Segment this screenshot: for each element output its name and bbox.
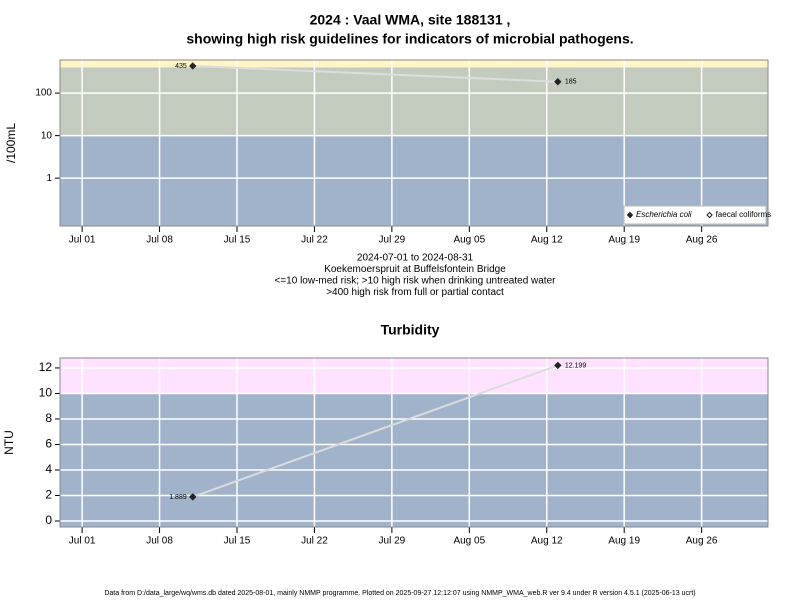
plot-border [59, 59, 769, 227]
x-tick-label: Jul 15 [224, 235, 251, 246]
x-tick-label: Aug 05 [453, 536, 485, 547]
x-tick-label: Aug 19 [608, 235, 640, 246]
x-tick-label: Jul 29 [379, 536, 406, 547]
chart-title: 2024 : Vaal WMA, site 188131 , [310, 12, 511, 28]
data-label: 12.199 [565, 362, 587, 369]
data-point [554, 78, 562, 86]
y-tick-label: 10 [41, 130, 53, 141]
y-tick-label: 2 [45, 488, 52, 502]
data-point [189, 62, 197, 70]
x-tick-label: Jul 29 [379, 235, 406, 246]
risk-band [60, 358, 768, 394]
x-tick-label: Jul 01 [69, 536, 96, 547]
y-tick-label: 1 [46, 173, 52, 184]
legend-marker [626, 211, 634, 219]
y-tick-label: 4 [45, 462, 52, 476]
footer: Data from D:/data_large/wq/wms.db dated … [104, 590, 695, 597]
risk-band [60, 393, 768, 527]
x-tick-label: Aug 05 [453, 235, 485, 246]
data-label: 185 [565, 79, 577, 86]
x-tick-label: Jul 22 [301, 536, 328, 547]
y-axis-label: /100mL [4, 123, 18, 163]
x-tick-label: Jul 22 [301, 235, 328, 246]
x-tick-label: Jul 08 [146, 235, 173, 246]
legend-marker [706, 211, 713, 219]
y-tick-label: 8 [45, 411, 52, 425]
plot-border [59, 357, 769, 528]
data-point [554, 361, 562, 370]
legend-label: Escherichia coli [636, 210, 692, 219]
x-tick-label: Jul 08 [146, 536, 173, 547]
y-tick-label: 6 [45, 437, 52, 451]
x-tick-label: Jul 15 [224, 536, 251, 547]
chart-note: 2024-07-01 to 2024-08-31 [357, 253, 474, 264]
y-tick-label: 12 [39, 360, 53, 374]
y-axis-label: NTU [2, 430, 16, 455]
y-tick-label: 100 [35, 88, 52, 99]
x-tick-label: Aug 26 [686, 536, 718, 547]
data-point [189, 493, 197, 501]
chart-note: >400 high risk from full or partial cont… [326, 287, 504, 298]
x-tick-label: Aug 26 [686, 235, 718, 246]
x-tick-label: Aug 12 [531, 235, 563, 246]
data-label: 435 [175, 63, 187, 70]
chart-title: showing high risk guidelines for indicat… [186, 31, 633, 47]
data-label: 1.889 [169, 494, 187, 501]
risk-band [60, 60, 768, 68]
series-line [192, 64, 558, 83]
chart-note: <=10 low-med risk; >10 high risk when dr… [275, 276, 557, 287]
risk-band [60, 67, 768, 136]
x-tick-label: Aug 12 [531, 536, 563, 547]
legend-label: faecal coliforms [716, 210, 772, 219]
x-tick-label: Jul 01 [69, 235, 96, 246]
chart-note: Koekemoerspruit at Buffelsfontein Bridge [324, 264, 506, 275]
y-tick-label: 0 [45, 513, 52, 527]
x-tick-label: Aug 19 [608, 536, 640, 547]
chart-title: Turbidity [381, 322, 440, 338]
series-line [192, 364, 559, 498]
legend-box [623, 205, 767, 225]
y-tick-label: 10 [39, 386, 53, 400]
